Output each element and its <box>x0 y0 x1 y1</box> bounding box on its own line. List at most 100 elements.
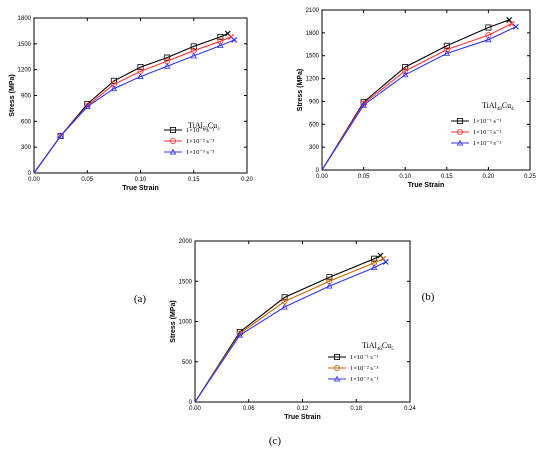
y-tick-label: 500 <box>182 360 193 366</box>
panel-label: (b) <box>422 291 435 303</box>
plot-frame <box>33 17 248 174</box>
x-tick-label: 0.05 <box>81 177 93 183</box>
data-point <box>485 36 492 43</box>
panel-label: (a) <box>134 293 147 305</box>
x-tick-label: 0.00 <box>189 406 201 412</box>
y-tick-label: 1200 <box>18 68 32 74</box>
x-tick-label: 0.10 <box>399 174 411 180</box>
data-point <box>163 62 171 69</box>
series-line <box>321 23 512 171</box>
data-point <box>281 303 288 310</box>
data-point <box>402 67 409 74</box>
x-tick-label: 0.24 <box>404 406 416 412</box>
y-tick-label: 900 <box>21 94 32 100</box>
legend-title-sub2: 5 <box>391 347 394 352</box>
x-tick-label: 0.12 <box>297 406 309 412</box>
x-tick-label: 0.00 <box>316 174 328 180</box>
legend-label: 1×10⁻² s⁻¹ <box>473 129 501 136</box>
y-tick-label: 0 <box>316 168 320 174</box>
legend-marker <box>169 148 177 155</box>
data-point <box>443 50 451 56</box>
x-axis-title: True Strain <box>408 182 445 189</box>
y-tick-label: 1500 <box>18 42 32 48</box>
legend-label: 1×10⁻³ s⁻¹ <box>473 140 501 147</box>
legend-marker <box>169 137 176 144</box>
y-tick-label: 300 <box>21 145 32 151</box>
legend-label: 1×10⁻² s⁻¹ <box>350 365 378 372</box>
data-point <box>137 73 144 80</box>
legend-marker <box>169 127 176 134</box>
series-1 <box>321 20 515 171</box>
data-point <box>190 52 198 59</box>
legend-title: TiAl50Cu3 <box>188 121 220 132</box>
x-tick-label: 0.15 <box>188 177 200 183</box>
x-tick-label: 0.10 <box>135 177 147 183</box>
x-tick-label: 0.20 <box>483 174 495 180</box>
y-tick-label: 0 <box>28 171 32 177</box>
x-tick-label: 0.15 <box>441 174 453 180</box>
legend-label: 1×10⁻³ s⁻¹ <box>350 376 378 383</box>
y-tick-label: 1500 <box>179 279 193 285</box>
x-tick-label: 0.05 <box>358 174 370 180</box>
legend-label: 1×10⁻³ s⁻¹ <box>186 149 214 156</box>
legend-title-base: TiAl <box>188 121 204 130</box>
legend-marker <box>333 364 340 371</box>
chart-panel-1: 0.00 0.05 0.10 0.15 0.20 0.25 0 300 600 900 1200 15… <box>297 8 536 303</box>
legend-title: TiAl48Cu4 <box>482 101 514 112</box>
data-point <box>217 42 224 49</box>
data-point <box>326 274 333 281</box>
data-point <box>190 43 197 50</box>
series-line <box>321 19 510 171</box>
y-axis-title: Stress (MPa) <box>170 300 177 342</box>
x-axis-title: True Strain <box>122 185 159 192</box>
y-tick-label: 300 <box>309 145 320 151</box>
data-point <box>443 46 450 53</box>
y-tick-label: 2000 <box>179 239 193 245</box>
data-point <box>326 282 333 289</box>
y-tick-label: 0 <box>189 400 193 406</box>
y-tick-label: 600 <box>21 119 32 125</box>
legend-title-mid: Cu <box>382 341 391 350</box>
data-point <box>110 77 117 84</box>
legend-title-base: TiAl <box>362 341 378 350</box>
fracture-point-marker <box>512 23 519 30</box>
series-0 <box>321 16 513 171</box>
x-tick-label: 0.18 <box>350 406 362 412</box>
y-tick-label: 2100 <box>306 8 320 14</box>
series-line <box>321 26 517 171</box>
data-point <box>236 331 244 338</box>
y-tick-label: 1000 <box>179 320 193 326</box>
legend-label: 1×10⁻¹ s⁻¹ <box>473 118 501 125</box>
data-point <box>217 33 224 40</box>
x-tick-label: 0.20 <box>241 177 253 183</box>
series-2 <box>33 37 238 174</box>
data-point <box>401 71 409 78</box>
data-point <box>137 64 144 71</box>
legend-title-sub2: 4 <box>511 107 514 112</box>
legend-title-base: TiAl <box>482 101 498 110</box>
y-tick-label: 1800 <box>306 31 320 37</box>
panel-label: (c) <box>269 435 282 447</box>
y-tick-label: 900 <box>309 99 320 105</box>
data-point <box>110 81 117 88</box>
legend-title-sub1: 50 <box>203 127 209 132</box>
legend-title: TiAl46Cu5 <box>362 341 394 352</box>
x-tick-label: 0.25 <box>524 174 536 180</box>
y-tick-label: 600 <box>309 122 320 128</box>
series-line <box>194 258 384 403</box>
fracture-point-marker <box>508 20 515 27</box>
legend-marker <box>456 139 464 146</box>
legend-title-sub1: 46 <box>377 347 383 352</box>
series-line <box>194 261 387 403</box>
legend-title-mid: Cu <box>502 101 511 110</box>
legend-marker <box>456 128 463 135</box>
data-point <box>83 103 91 110</box>
legend-label: 1×10⁻¹ s⁻¹ <box>350 354 378 361</box>
x-tick-label: 0.06 <box>243 406 255 412</box>
series-2 <box>194 259 389 403</box>
data-point <box>360 101 367 108</box>
data-point <box>485 24 492 31</box>
series-2 <box>321 23 519 171</box>
plot-frame <box>321 9 531 171</box>
